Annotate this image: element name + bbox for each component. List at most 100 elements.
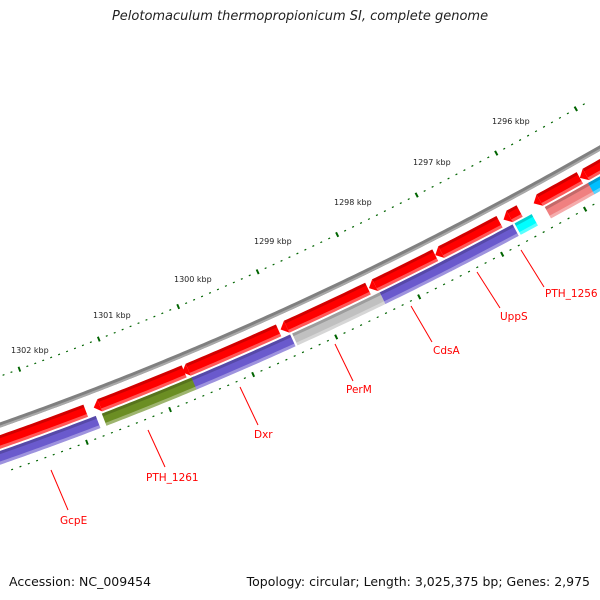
minor-tick bbox=[264, 267, 267, 270]
minor-tick bbox=[534, 130, 538, 133]
minor-tick bbox=[467, 270, 471, 273]
gene-label-perm[interactable]: PerM bbox=[346, 384, 372, 396]
minor-tick bbox=[110, 431, 114, 434]
gene-arrow-head bbox=[533, 194, 543, 206]
gene-perm[interactable] bbox=[292, 292, 386, 346]
gene-body bbox=[372, 249, 439, 291]
gene-gcpe-upper[interactable] bbox=[0, 404, 89, 454]
gene-shade-bottom bbox=[442, 224, 503, 258]
minor-tick bbox=[260, 369, 263, 372]
minor-tick bbox=[451, 279, 454, 282]
label-leader-line bbox=[520, 249, 545, 288]
major-tick bbox=[414, 192, 419, 198]
minor-tick bbox=[52, 453, 55, 456]
gene-label-cdsa[interactable]: CdsA bbox=[433, 345, 460, 357]
minor-tick bbox=[11, 468, 14, 471]
minor-tick bbox=[550, 226, 554, 229]
gene-dxr[interactable] bbox=[191, 334, 296, 390]
gene-shade-top bbox=[582, 158, 600, 172]
gene-forward[interactable] bbox=[368, 249, 439, 291]
gene-forward[interactable] bbox=[280, 282, 371, 333]
gene-gcpe[interactable] bbox=[0, 415, 101, 468]
minor-tick bbox=[208, 292, 212, 294]
minor-tick bbox=[224, 285, 228, 287]
major-tick bbox=[176, 303, 181, 310]
scale-label: 1301 kbp bbox=[93, 311, 131, 320]
gene-shade-top bbox=[445, 224, 514, 263]
minor-tick bbox=[534, 235, 537, 238]
gene-shade-top bbox=[283, 282, 367, 324]
minor-tick bbox=[312, 245, 315, 247]
minor-tick bbox=[119, 428, 122, 431]
minor-tick bbox=[375, 214, 379, 217]
gene-label-gcpe[interactable]: GcpE bbox=[60, 515, 87, 527]
minor-tick bbox=[288, 256, 291, 259]
minor-tick bbox=[542, 125, 546, 128]
gene-forward[interactable] bbox=[579, 145, 600, 181]
minor-tick bbox=[518, 139, 522, 142]
gene-pth-1256[interactable] bbox=[514, 214, 538, 235]
gene-shade-top bbox=[292, 292, 382, 337]
minor-tick bbox=[121, 328, 124, 331]
minor-tick bbox=[69, 447, 72, 450]
gene-cdsa[interactable] bbox=[379, 259, 453, 304]
minor-tick bbox=[575, 212, 579, 215]
minor-tick bbox=[19, 465, 22, 468]
gene-pink[interactable] bbox=[544, 180, 599, 219]
minor-tick bbox=[26, 365, 29, 368]
minor-tick bbox=[73, 347, 77, 350]
gene-shade-top bbox=[536, 172, 579, 197]
gene-label-pth-1256[interactable]: PTH_1256 bbox=[545, 288, 598, 300]
gene-body bbox=[438, 215, 503, 258]
gene-shade-bottom bbox=[296, 301, 386, 346]
minor-tick bbox=[57, 353, 61, 356]
major-tick bbox=[96, 336, 101, 342]
minor-tick bbox=[42, 359, 45, 362]
minor-tick bbox=[399, 202, 402, 205]
gene-shade-bottom bbox=[195, 343, 296, 390]
minor-tick bbox=[60, 450, 64, 453]
label-leader-line bbox=[50, 469, 69, 511]
gene-arrow-head bbox=[280, 320, 290, 333]
gene-pth-1261[interactable] bbox=[101, 376, 199, 426]
gene-shade-bottom bbox=[376, 258, 439, 291]
gene-shade-bottom bbox=[549, 189, 599, 219]
gene-forward[interactable] bbox=[503, 205, 523, 223]
minor-tick bbox=[384, 312, 388, 315]
gene-label-dxr[interactable]: Dxr bbox=[254, 429, 273, 441]
minor-tick bbox=[510, 143, 514, 146]
gene-label-pth-1261[interactable]: PTH_1261 bbox=[146, 472, 199, 484]
minor-tick bbox=[434, 287, 437, 290]
minor-tick bbox=[310, 347, 313, 350]
minor-tick bbox=[177, 405, 180, 408]
scale-label: 1302 kbp bbox=[11, 346, 49, 355]
gene-forward[interactable] bbox=[182, 324, 282, 376]
minor-tick bbox=[592, 203, 595, 206]
gene-shade-top bbox=[191, 334, 292, 381]
gene-sky[interactable] bbox=[588, 158, 600, 195]
gene-body bbox=[379, 259, 453, 304]
minor-tick bbox=[459, 274, 462, 277]
gene-shade-bottom bbox=[541, 180, 584, 206]
minor-tick bbox=[210, 391, 213, 394]
minor-tick bbox=[161, 312, 164, 315]
gene-forward[interactable] bbox=[93, 365, 187, 412]
gene-label-upps[interactable]: UppS bbox=[500, 311, 528, 323]
gene-shade-top bbox=[514, 214, 534, 226]
gene-forward[interactable] bbox=[435, 215, 503, 258]
minor-tick bbox=[367, 218, 371, 221]
gene-shade-bottom bbox=[587, 170, 600, 181]
minor-tick bbox=[455, 173, 458, 176]
major-tick bbox=[573, 106, 578, 112]
minor-tick bbox=[326, 339, 330, 342]
minor-tick bbox=[192, 298, 196, 301]
gene-forward[interactable] bbox=[533, 172, 584, 206]
minor-tick bbox=[328, 237, 331, 240]
minor-tick bbox=[304, 248, 307, 251]
genome-summary-text: Topology: circular; Length: 3,025,375 bp… bbox=[246, 574, 590, 589]
gene-shade-bottom bbox=[0, 425, 101, 465]
gene-upps[interactable] bbox=[445, 224, 519, 272]
minor-tick bbox=[509, 248, 512, 251]
minor-tick bbox=[391, 206, 394, 209]
minor-tick bbox=[320, 241, 323, 244]
